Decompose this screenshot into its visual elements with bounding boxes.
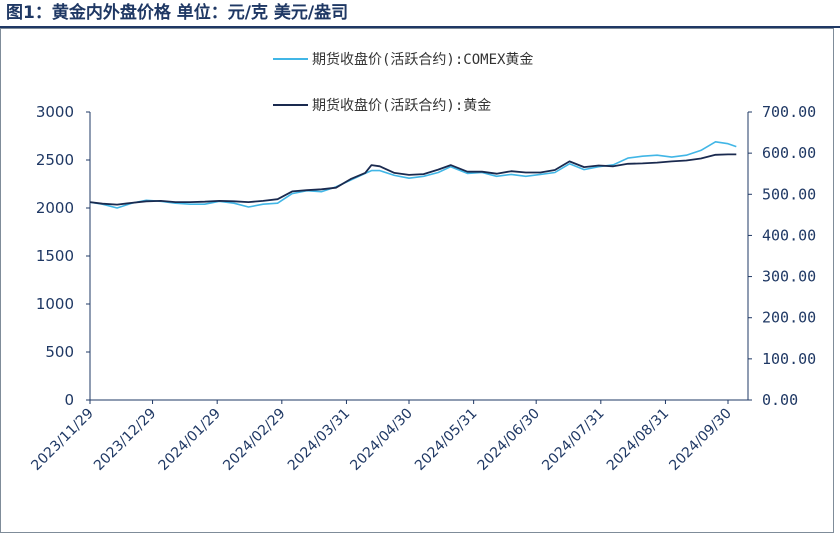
legend-label-domestic: 期货收盘价(活跃合约):黄金 bbox=[312, 97, 491, 114]
left-y-ticks: 0 500 1000 1500 2000 2500 3000 bbox=[36, 103, 90, 409]
legend-label-comex: 期货收盘价(活跃合约):COMEX黄金 bbox=[312, 51, 533, 68]
left-tick-label: 1000 bbox=[36, 295, 74, 313]
series-line-domestic bbox=[89, 153, 737, 206]
right-tick-label: 700.00 bbox=[762, 103, 816, 121]
x-tick-label: 2024/01/29 bbox=[156, 406, 224, 474]
x-tick-label: 2024/09/30 bbox=[666, 406, 734, 474]
title-underline bbox=[0, 26, 840, 28]
x-tick-label: 2024/06/30 bbox=[475, 406, 543, 474]
x-tick-label: 2024/07/31 bbox=[539, 406, 607, 474]
left-tick-label: 2500 bbox=[36, 151, 74, 169]
x-tick-label: 2024/08/31 bbox=[604, 406, 672, 474]
left-tick-label: 2000 bbox=[36, 199, 74, 217]
x-tick-label: 2024/05/31 bbox=[412, 406, 480, 474]
right-tick-label: 300.00 bbox=[762, 268, 816, 286]
left-tick-label: 3000 bbox=[36, 103, 74, 121]
x-tick-label: 2024/02/29 bbox=[220, 406, 288, 474]
series-line-comex bbox=[89, 141, 737, 209]
x-axis-ticks: 2023/11/292023/12/292024/01/292024/02/29… bbox=[28, 400, 735, 474]
right-tick-label: 200.00 bbox=[762, 309, 816, 327]
series-lines bbox=[89, 141, 737, 209]
right-tick-label: 400.00 bbox=[762, 226, 816, 244]
right-tick-label: 0.00 bbox=[762, 391, 798, 409]
left-tick-label: 0 bbox=[64, 391, 74, 409]
right-tick-label: 500.00 bbox=[762, 185, 816, 203]
left-tick-label: 500 bbox=[45, 343, 74, 361]
x-tick-label: 2024/03/31 bbox=[285, 406, 353, 474]
plot-border bbox=[0, 28, 834, 533]
x-tick-label: 2024/04/30 bbox=[347, 406, 415, 474]
left-tick-label: 1500 bbox=[36, 247, 74, 265]
right-tick-label: 600.00 bbox=[762, 144, 816, 162]
right-tick-label: 100.00 bbox=[762, 350, 816, 368]
x-tick-label: 2023/11/29 bbox=[28, 406, 96, 474]
x-tick-label: 2023/12/29 bbox=[91, 406, 159, 474]
figure-title: 图1：黄金内外盘价格 单位：元/克 美元/盎司 bbox=[6, 3, 349, 23]
right-y-ticks: 0.00 100.00 200.00 300.00 400.00 500.00 600.00… bbox=[748, 103, 816, 409]
legend: 期货收盘价(活跃合约):COMEX黄金 期货收盘价(活跃合约):黄金 bbox=[273, 51, 533, 114]
